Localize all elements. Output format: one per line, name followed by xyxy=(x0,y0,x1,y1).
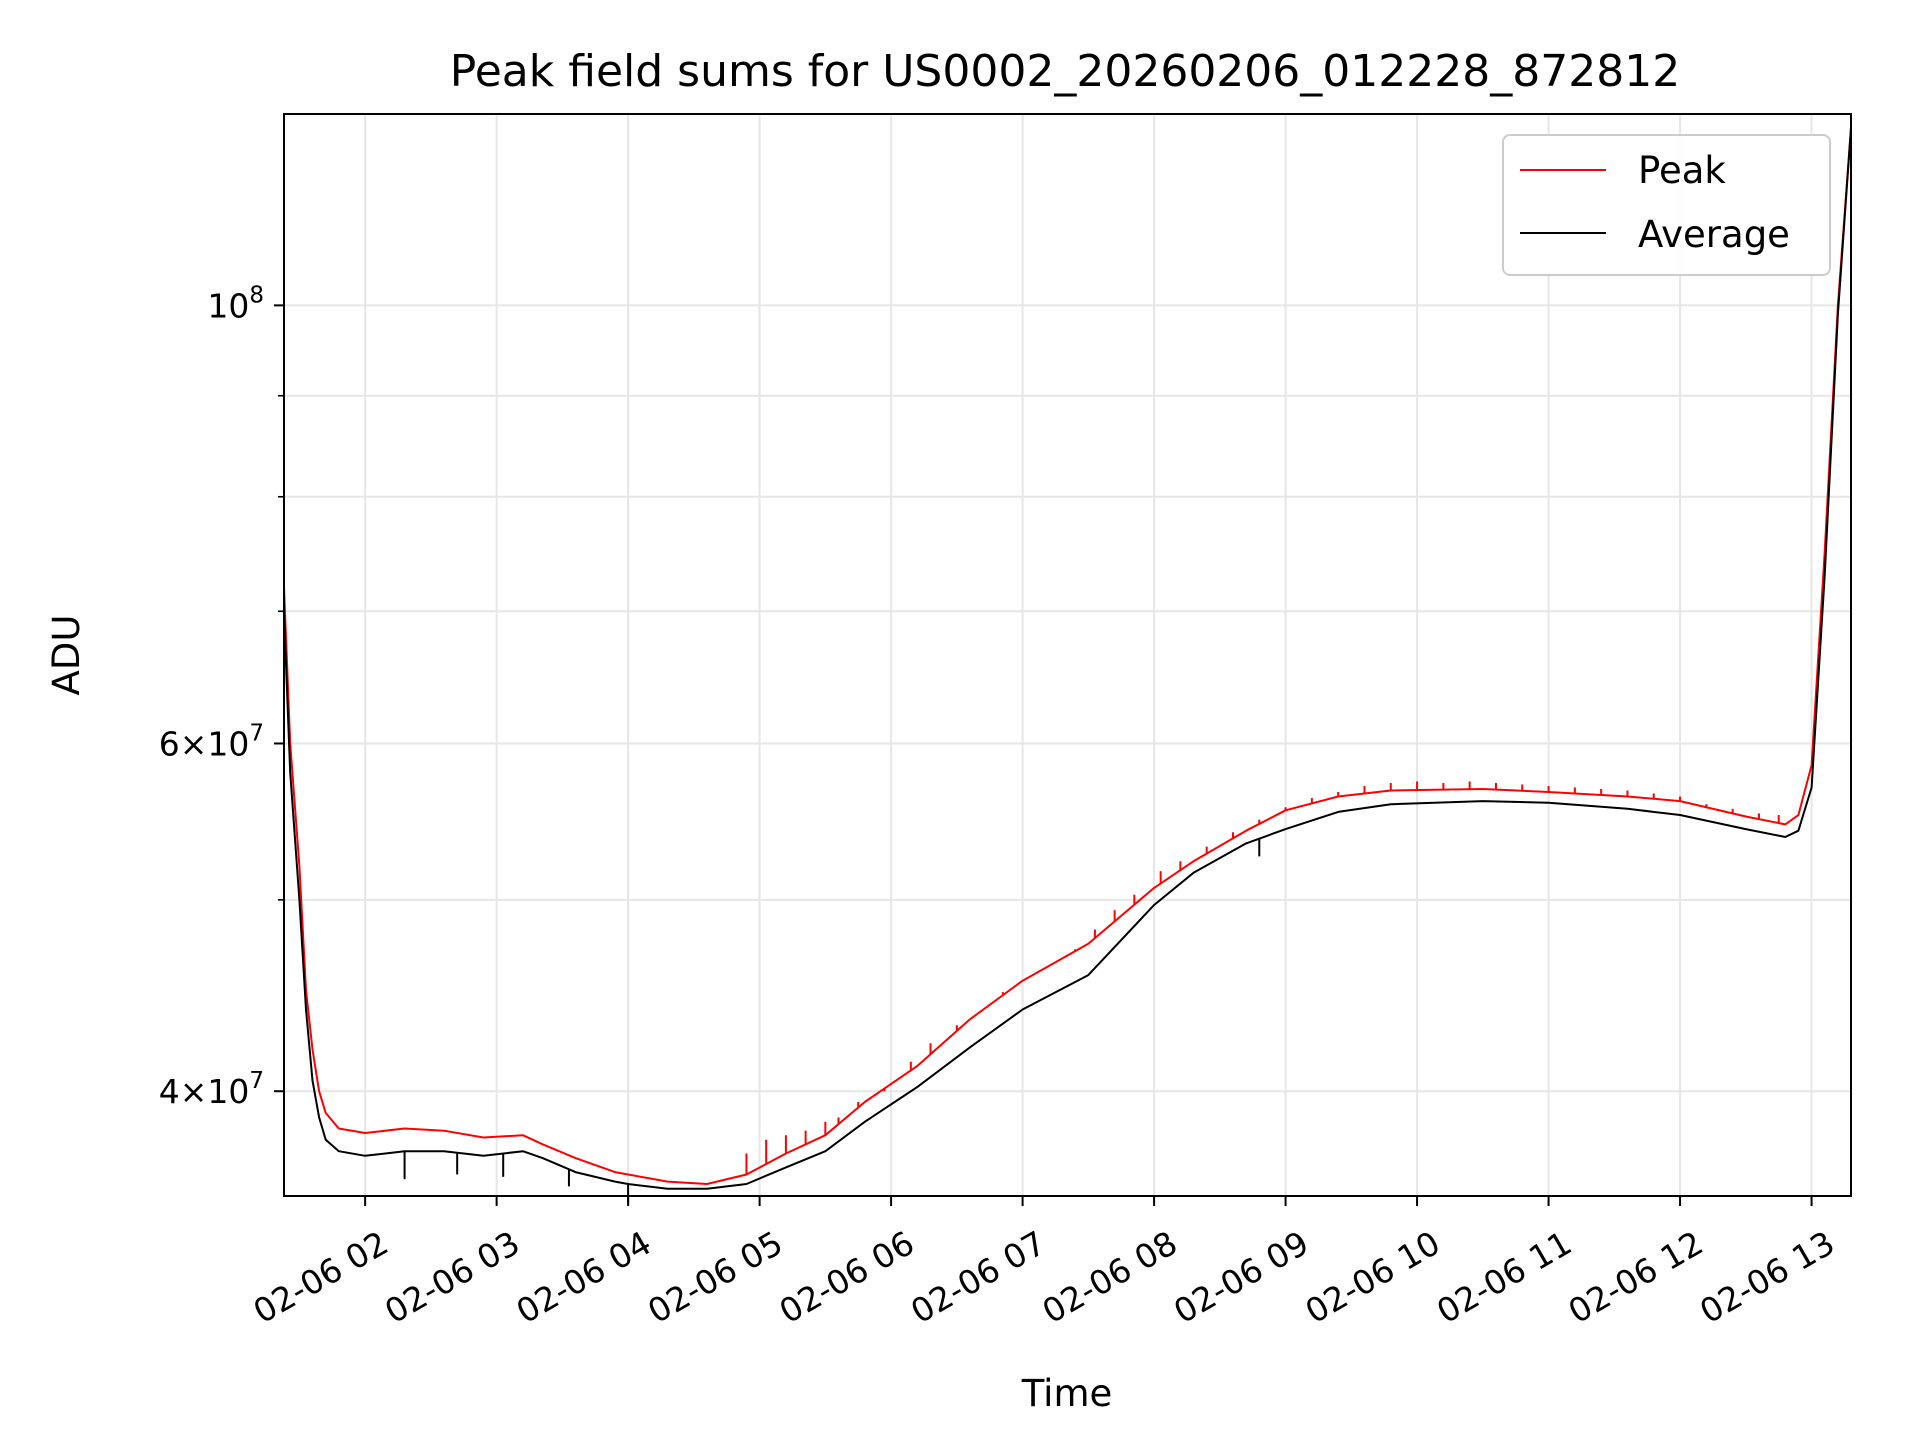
y-tick-label: 6×107 xyxy=(159,720,264,763)
plot-area xyxy=(283,127,1852,1204)
y-tick-label: 4×107 xyxy=(159,1068,264,1111)
legend: Peak Average xyxy=(1502,134,1831,276)
y-axis-label: ADU xyxy=(45,615,88,696)
series-layer xyxy=(283,127,1852,1204)
x-axis-label: Time xyxy=(1021,1372,1113,1415)
legend-label-peak: Peak xyxy=(1638,149,1726,192)
y-gridlines xyxy=(284,304,1851,1093)
legend-label-average: Average xyxy=(1638,213,1790,256)
chart-title: Peak field sums for US0002_20260206_0122… xyxy=(450,46,1680,97)
plot-frame xyxy=(283,113,1852,1197)
x-gridlines xyxy=(364,114,1813,1196)
series-line-peak xyxy=(283,127,1852,1185)
series-line-average xyxy=(283,127,1852,1190)
